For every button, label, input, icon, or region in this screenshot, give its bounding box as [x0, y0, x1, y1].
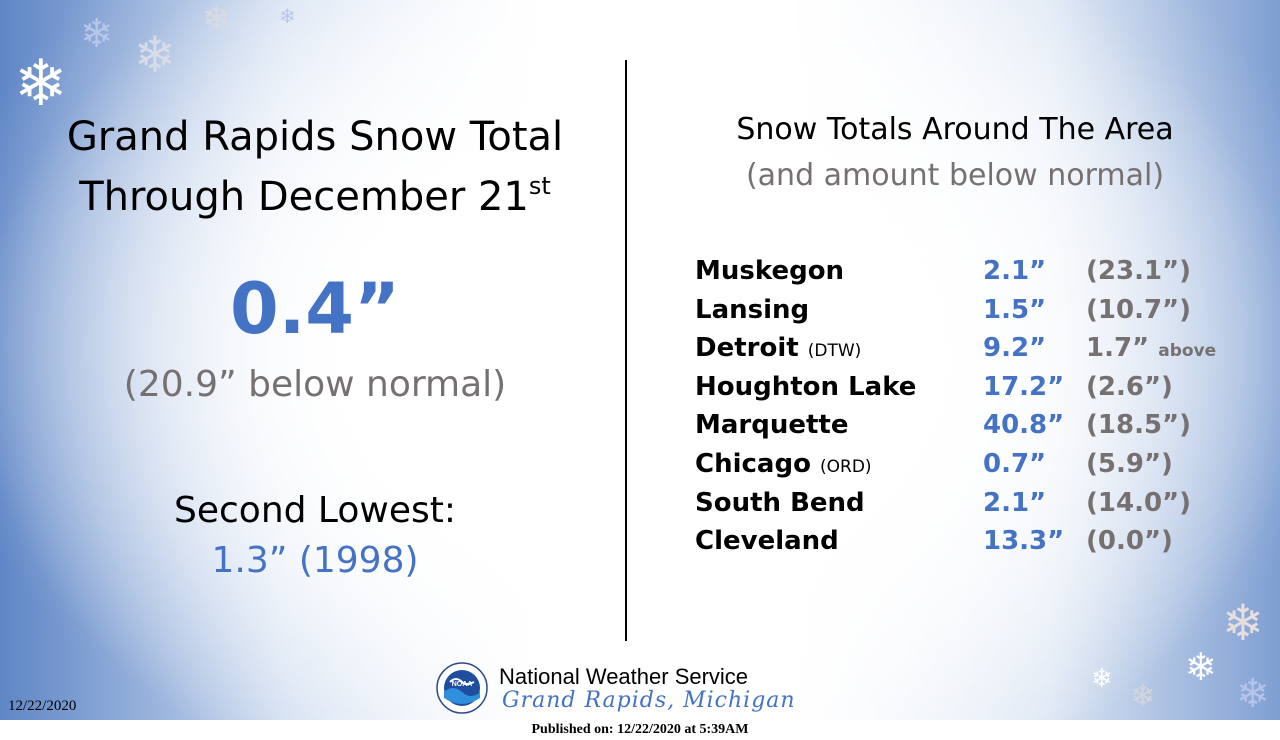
city-name: Muskegon [695, 256, 845, 286]
nws-footer: NOAA National Weather Service Grand Rapi… [436, 660, 796, 720]
table-row: Houghton Lake 17.2” (2.6”) [695, 372, 1255, 411]
normal-difference: (10.7”) [1086, 294, 1192, 325]
logo-text: NOAA [452, 681, 473, 688]
table-row: Detroit (DTW) 9.2” 1.7” above [695, 333, 1255, 372]
slide-background [0, 0, 1280, 720]
snow-amount: 13.3” [983, 526, 1065, 557]
second-lowest-label: Second Lowest: [174, 490, 456, 531]
snowflake-icon: ❄ [1130, 679, 1156, 714]
normal-difference: (5.9”) [1086, 448, 1173, 479]
table-row: Lansing 1.5” (10.7”) [695, 295, 1255, 334]
snow-amount: 0.7” [983, 448, 1047, 479]
vertical-divider [625, 60, 627, 641]
snow-amount: 2.1” [983, 256, 1047, 286]
published-timestamp: Published on: 12/22/2020 at 5:39AM [0, 720, 1280, 740]
snowflake-icon: ❄ [80, 11, 114, 57]
slide-date: 12/22/2020 [8, 698, 77, 714]
table-row: Muskegon 2.1” (23.1”) [695, 256, 1255, 295]
snowflake-icon: ❄ [14, 47, 68, 121]
title-date-text: Through December 21 [79, 174, 529, 220]
title-ordinal-suffix: st [528, 172, 551, 200]
snowflake-icon: ❄ [279, 4, 296, 28]
snowflake-icon: ❄ [1185, 645, 1217, 689]
snow-total-value: 0.4” [229, 268, 400, 350]
below-normal-text: (20.9” below normal) [123, 364, 507, 405]
normal-difference: (23.1”) [1086, 256, 1192, 286]
nws-name: National Weather Service [499, 664, 749, 689]
area-totals-title: Snow Totals Around The Area [736, 112, 1174, 147]
nws-location: Grand Rapids, Michigan [502, 688, 796, 713]
table-row: Cleveland 13.3” (0.0”) [695, 526, 1255, 565]
city-name: Chicago (ORD) [695, 448, 872, 479]
city-name: Detroit (DTW) [695, 333, 862, 364]
normal-difference: 1.7” above [1086, 333, 1217, 364]
table-row: Marquette 40.8” (18.5”) [695, 410, 1255, 449]
snow-totals-table: Muskegon 2.1” (23.1”) Lansing 1.5” (10.7… [695, 256, 1255, 565]
city-name: Lansing [695, 294, 810, 325]
snowflake-icon: ❄ [134, 26, 176, 84]
grand-rapids-title-line2: Through December 21st [30, 172, 600, 220]
city-name: Marquette [695, 410, 849, 441]
area-totals-subtitle: (and amount below normal) [745, 158, 1165, 193]
snow-amount: 2.1” [983, 487, 1047, 518]
table-row: Chicago (ORD) 0.7” (5.9”) [695, 449, 1255, 488]
snow-amount: 40.8” [983, 410, 1065, 441]
normal-difference: (0.0”) [1086, 526, 1173, 557]
normal-difference: (14.0”) [1086, 487, 1192, 518]
table-row: South Bend 2.1” (14.0”) [695, 488, 1255, 527]
snowflake-icon: ❄ [202, 0, 231, 39]
city-name: Cleveland [695, 526, 839, 557]
city-name: South Bend [695, 487, 865, 518]
snowflake-icon: ❄ [1222, 594, 1264, 652]
grand-rapids-title-line1: Grand Rapids Snow Total [66, 114, 564, 160]
normal-difference: (2.6”) [1086, 371, 1173, 402]
city-name: Houghton Lake [695, 371, 917, 402]
normal-difference: (18.5”) [1086, 410, 1192, 441]
noaa-logo-icon: NOAA [436, 662, 488, 714]
snow-amount: 1.5” [983, 294, 1047, 325]
snowflake-icon: ❄ [1236, 671, 1270, 717]
snow-amount: 17.2” [983, 371, 1065, 402]
snowflake-icon: ❄ [1091, 664, 1113, 694]
second-lowest-value: 1.3” (1998) [211, 540, 419, 581]
snow-amount: 9.2” [983, 333, 1047, 364]
